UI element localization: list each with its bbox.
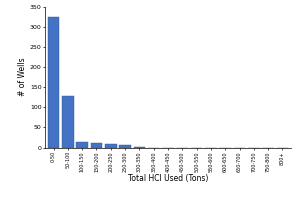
Bar xyxy=(134,147,145,148)
Y-axis label: # of Wells: # of Wells xyxy=(18,58,27,96)
Bar xyxy=(119,145,131,148)
Bar xyxy=(91,143,102,148)
Bar xyxy=(62,96,74,148)
Bar xyxy=(48,16,59,148)
X-axis label: Total HCl Used (Tons): Total HCl Used (Tons) xyxy=(128,174,208,183)
Bar xyxy=(105,144,116,148)
Bar xyxy=(76,141,88,148)
